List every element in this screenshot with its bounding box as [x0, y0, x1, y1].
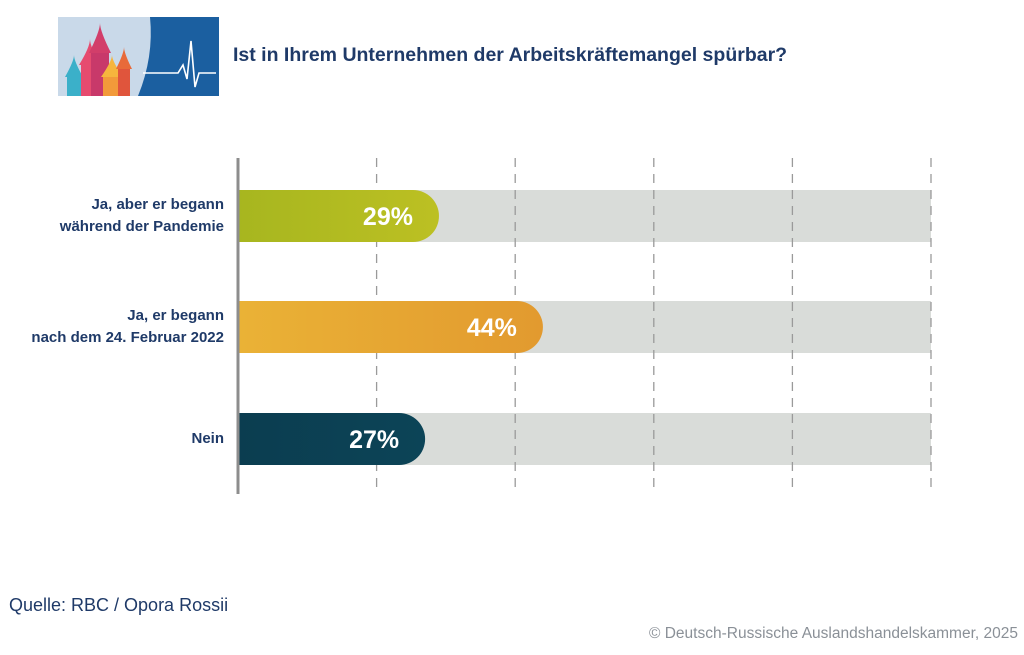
copyright-note: © Deutsch-Russische Auslandshandelskamme… [649, 625, 1018, 642]
data-label: 29% [363, 203, 413, 231]
bar [238, 301, 543, 353]
category-label-line: während der Pandemie [59, 218, 224, 235]
data-label: 44% [467, 314, 517, 342]
onion-dome-heartbeat-icon [58, 17, 219, 96]
bar [238, 190, 439, 242]
source-note: Quelle: RBC / Opora Rossii [9, 595, 229, 615]
logo [58, 17, 219, 96]
bar [238, 413, 426, 465]
category-label-line: nach dem 24. Februar 2022 [31, 329, 224, 346]
chart-title: Ist in Ihrem Unternehmen der Arbeitskräf… [233, 44, 788, 66]
category-label: Nein [191, 428, 224, 450]
category-label-line: Nein [191, 430, 224, 447]
category-label-line: Ja, er begann [127, 307, 224, 324]
data-label: 27% [349, 426, 399, 454]
category-label-line: Ja, aber er begann [91, 196, 224, 213]
category-label: Ja, er begann nach dem 24. Februar 2022 [31, 305, 224, 349]
category-label: Ja, aber er begann während der Pandemie [60, 194, 224, 238]
